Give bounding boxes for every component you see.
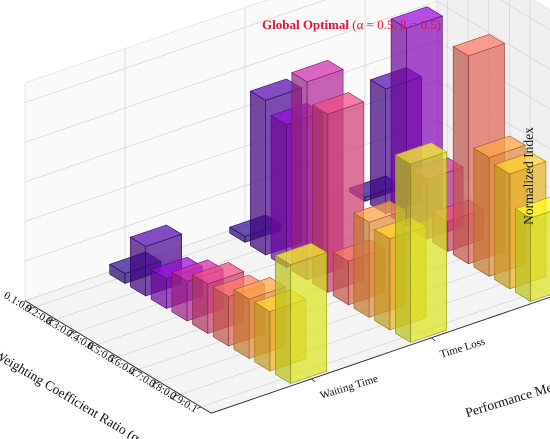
y-tick-mark [431, 337, 436, 342]
bar-0.9:0.1-discharge-revenue [514, 196, 550, 302]
chart-title: Global Optimal (α = 0.5, β = 0.5) [262, 17, 441, 32]
y-tick-mark [311, 378, 316, 383]
bar-0.9:0.1-waiting-time [274, 242, 328, 385]
bar-top-face [311, 92, 365, 115]
x-tick-mark [93, 344, 98, 347]
bar-side-face [250, 90, 267, 256]
bar-side-face [254, 301, 271, 372]
x-tick-mark [114, 356, 119, 359]
x-tick-mark [31, 306, 36, 309]
x-tick-mark [134, 369, 139, 372]
bar-side-face [212, 286, 229, 347]
bar-side-face [130, 236, 146, 297]
y-tick-label: Time Loss [439, 336, 487, 361]
bar-side-face [494, 164, 511, 290]
x-tick-mark [155, 381, 160, 384]
bar-top-face [129, 224, 183, 247]
bar-front-face [290, 251, 327, 384]
bars-layer [108, 6, 550, 385]
bar-top-face [390, 6, 444, 29]
bar-top-face [514, 196, 550, 219]
x-gridline [200, 287, 550, 408]
bar-top-face [394, 142, 448, 165]
bar-side-face [374, 229, 391, 331]
chart-title-params: (α = 0.5, β = 0.5) [349, 17, 441, 32]
x-tick-mark [72, 331, 77, 334]
bar-side-face [192, 274, 209, 335]
chart-title-bold: Global Optimal [262, 17, 349, 32]
y-axis-line [211, 296, 550, 414]
bar-top-face [473, 135, 526, 158]
bar-side-face [394, 154, 411, 343]
y-tick-label: Waiting Time [319, 373, 380, 402]
x-tick-mark [176, 394, 181, 397]
bar-side-face [270, 115, 287, 268]
bar-side-face [233, 289, 250, 360]
bar-side-face [370, 79, 387, 215]
bar-side-face [473, 147, 490, 277]
bar-0.9:0.1-time-loss [394, 142, 448, 343]
bar-top-face [452, 33, 506, 57]
bar-top-face [493, 152, 547, 175]
bar-side-face [452, 46, 469, 265]
x-tick-mark [196, 406, 202, 409]
z-gridline [24, 0, 550, 143]
bar-front-face [410, 151, 447, 343]
bar-top-face [274, 242, 328, 266]
z-gridline [24, 0, 550, 104]
bar-top-face [191, 262, 245, 285]
x-tick-mark [51, 319, 57, 322]
z-axis-title: Normalized Index [521, 127, 536, 225]
y-axis-title: Performance Metrics [463, 373, 550, 421]
bar-side-face [353, 212, 370, 318]
bar-top-face [291, 59, 344, 83]
bar-side-face [274, 254, 291, 385]
